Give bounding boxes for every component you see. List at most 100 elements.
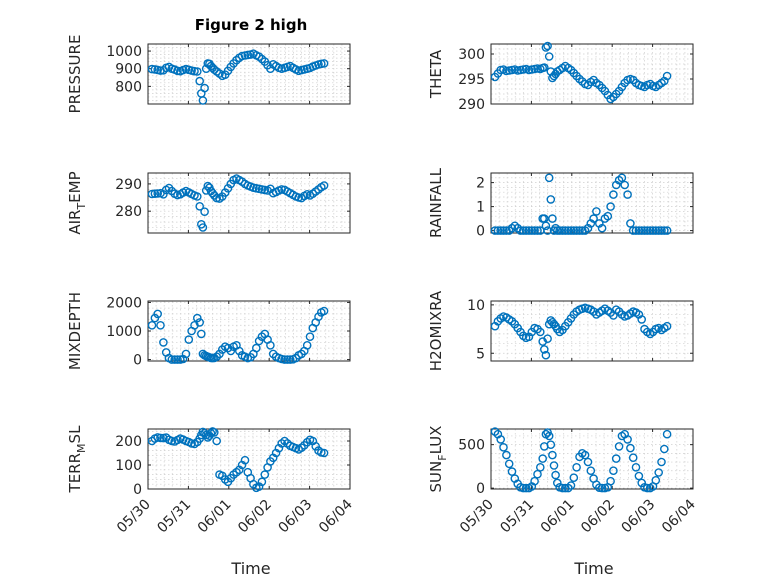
chart-mixdepth-point	[212, 352, 221, 362]
chart-rainfall-point	[648, 226, 658, 235]
chart-rainfall-point	[546, 195, 556, 204]
chart-pressure-frame	[147, 43, 351, 105]
chart-rainfall-point	[606, 202, 615, 211]
chart-sun_flux-frame	[490, 428, 694, 490]
chart-sun_flux-point	[533, 469, 542, 479]
chart-rainfall-point	[620, 180, 630, 190]
chart-theta-point	[662, 71, 672, 81]
chart-rainfall-point	[657, 226, 666, 235]
chart-mixdepth-point	[291, 353, 301, 363]
chart-rainfall-point	[640, 226, 649, 235]
chart-rainfall-ylabel: RAINFALL	[427, 167, 445, 238]
chart-rainfall-point	[626, 219, 635, 228]
chart-pressure-point	[198, 96, 208, 105]
chart-rainfall-point	[643, 226, 652, 235]
chart-rainfall-plot-area	[490, 172, 694, 234]
chart-sun_flux-point	[558, 483, 567, 493]
chart-rainfall-point	[521, 226, 531, 235]
chart-rainfall-point	[609, 190, 618, 199]
chart-mixdepth-point	[234, 346, 244, 356]
chart-sun_flux-ylabel-part: F	[436, 454, 449, 460]
chart-sun_flux-point	[609, 466, 618, 476]
chart-theta-point	[544, 52, 554, 61]
chart-h2omixra-ytick-label: 10	[467, 298, 485, 314]
chart-mixdepth-point	[319, 306, 329, 316]
chart-sun_flux-point	[583, 457, 593, 467]
chart-terr_msl-xtick-label: 05/31	[154, 497, 194, 537]
chart-rainfall-ylabel-part: RAINFALL	[427, 167, 445, 238]
chart-rainfall-point	[553, 226, 562, 235]
chart-h2omixra-point	[540, 345, 549, 354]
chart-air_temp-point	[195, 201, 204, 211]
chart-sun_flux-point	[597, 483, 607, 493]
chart-rainfall-ytick-label: 0	[476, 224, 485, 240]
chart-air_temp-point	[198, 223, 208, 232]
chart-rainfall-point	[561, 226, 570, 235]
chart-pressure-point	[200, 83, 209, 93]
chart-air_temp-point	[159, 189, 168, 199]
chart-rainfall-point	[493, 226, 503, 235]
figure-title: Figure 2 high	[195, 16, 308, 34]
chart-mixdepth-point	[159, 338, 168, 347]
chart-air_temp-point	[153, 189, 162, 198]
chart-pressure-ytick-label: 800	[115, 79, 142, 95]
chart-terr_msl-point	[319, 448, 329, 458]
chart-sun_flux-point	[631, 462, 641, 472]
chart-rainfall-point	[530, 226, 539, 235]
chart-sun_flux-panel: 05/30 05/31 06/01 06/02 06/03 06/04 0 500 SUNFLU…	[427, 426, 699, 537]
chart-theta-frame	[490, 43, 694, 105]
chart-rainfall-frame	[490, 172, 694, 234]
chart-rainfall-point	[548, 214, 557, 223]
chart-rainfall-point	[490, 226, 500, 235]
chart-sun_flux-point	[643, 483, 652, 493]
chart-rainfall-ytick-label: 2	[476, 176, 485, 192]
chart-air_temp-ylabel-part: AIR	[66, 210, 84, 235]
chart-theta-point	[541, 43, 551, 52]
chart-sun_flux-ytick-label: 500	[458, 438, 485, 454]
chart-theta-ytick-label: 300	[458, 47, 485, 63]
chart-mixdepth-point	[280, 355, 289, 364]
chart-h2omixra-ylabel-part: H2OMIXRA	[427, 290, 445, 371]
chart-rainfall-point	[527, 226, 537, 235]
chart-mixdepth-panel: 0 1000 2000 MIXDEPTH	[66, 292, 351, 370]
chart-mixdepth-point	[266, 340, 275, 350]
chart-rainfall-point	[634, 226, 644, 235]
chart-air_temp-ylabel: AIRTEMP	[66, 171, 88, 234]
chart-h2omixra-ylabel: H2OMIXRA	[427, 290, 445, 371]
chart-terr_msl-point	[311, 441, 321, 451]
chart-rainfall-point	[662, 226, 672, 235]
chart-air_temp-frame	[147, 172, 351, 234]
chart-rainfall-point	[592, 207, 601, 216]
chart-sun_flux-point	[549, 461, 559, 470]
chart-sun_flux-points	[490, 427, 672, 493]
chart-air_temp-point	[220, 188, 230, 197]
chart-sun_flux-ytick-label: 0	[476, 481, 485, 497]
chart-rainfall-point	[541, 221, 551, 231]
chart-sun_flux-point	[662, 429, 672, 439]
chart-sun_flux-xtick-label: 06/04	[659, 496, 699, 536]
chart-mixdepth-ylabel: MIXDEPTH	[66, 292, 84, 370]
chart-mixdepth-point	[215, 349, 224, 359]
chart-sun_flux-point	[606, 476, 615, 486]
chart-sun_flux-point	[566, 481, 576, 490]
x-axis-label-left: Time	[230, 559, 270, 578]
chart-sun_flux-point	[637, 478, 647, 488]
chart-pressure-point	[190, 66, 199, 76]
chart-terr_msl-point	[257, 477, 267, 487]
chart-mixdepth-point	[147, 320, 157, 330]
chart-rainfall-point	[617, 173, 627, 183]
chart-mixdepth-point	[195, 318, 204, 327]
chart-theta-ytick-label: 290	[458, 97, 485, 113]
chart-terr_msl-ytick-label: 0	[133, 482, 142, 498]
chart-h2omixra-frame	[490, 300, 694, 362]
chart-sun_flux-point	[628, 453, 638, 463]
chart-mixdepth-ytick-label: 1000	[106, 324, 142, 340]
chart-terr_msl-ylabel-part: SL	[66, 425, 84, 444]
chart-terr_msl-xtick-label: 06/01	[195, 497, 235, 537]
chart-sun_flux-xtick-label: 05/30	[457, 497, 497, 537]
chart-air_temp-point	[208, 188, 217, 198]
chart-rainfall-point	[637, 226, 647, 235]
chart-sun_flux-point	[551, 470, 560, 480]
chart-mixdepth-point	[192, 313, 202, 323]
chart-theta-panel: 290 295 300 THETA	[427, 41, 694, 113]
